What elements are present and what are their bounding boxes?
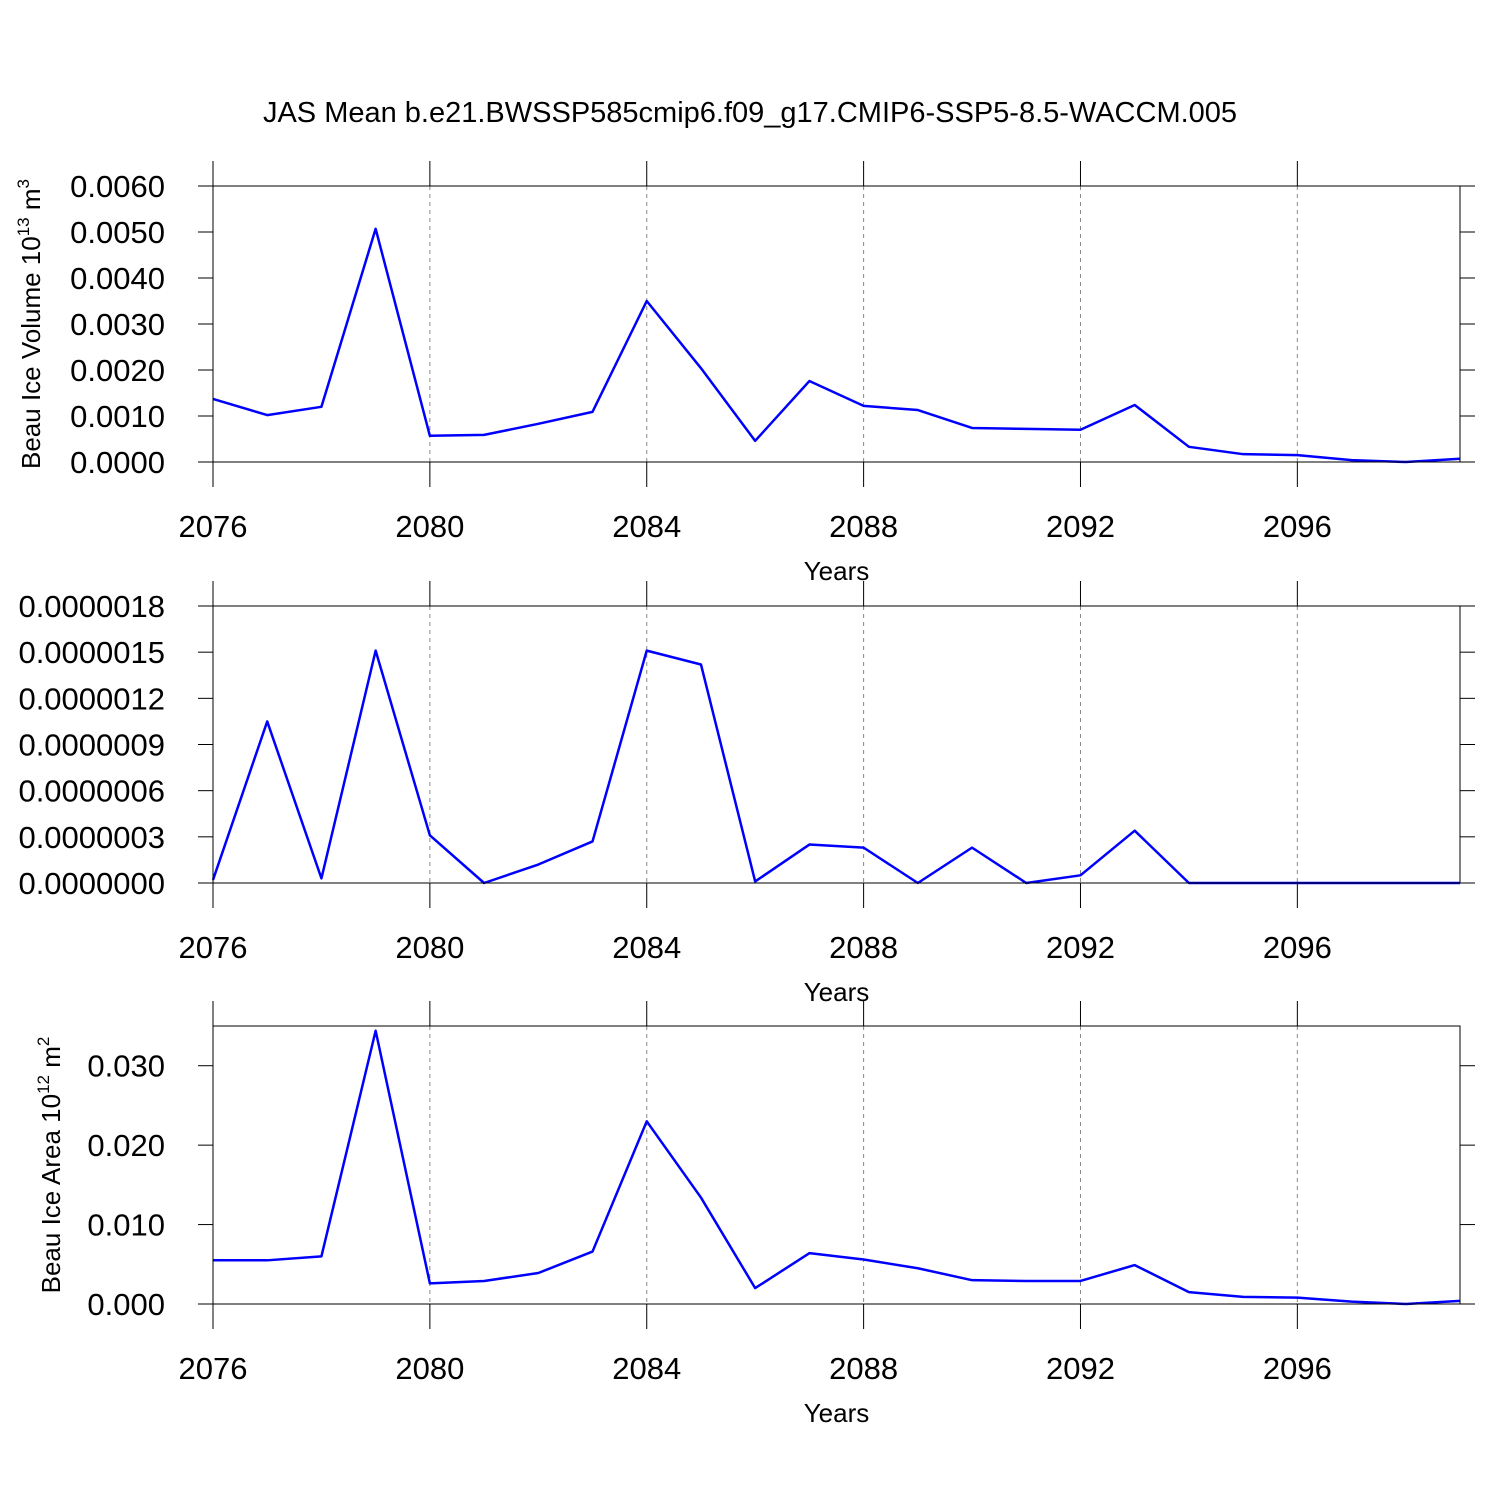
x-tick-label: 2084: [612, 1351, 681, 1386]
x-tick-label: 2080: [395, 930, 464, 965]
x-tick-label: 2076: [179, 509, 248, 544]
x-tick-label: 2076: [179, 1351, 248, 1386]
x-tick-label: 2076: [179, 930, 248, 965]
y-axis-label: Beau Ice Volume 1013 m3: [14, 179, 46, 469]
y-tick-label: 0.0030: [70, 307, 165, 342]
y-axis-label-part: Beau Ice Volume 10: [16, 236, 46, 469]
x-tick-label: 2096: [1263, 930, 1332, 965]
y-axis-label: Beau Ice Area 1012 m2: [34, 1037, 66, 1294]
x-axis-label: Years: [804, 977, 870, 1007]
y-tick-label: 0.0060: [70, 169, 165, 204]
y-tick-label: 0.0000018: [18, 589, 165, 624]
x-tick-label: 2092: [1046, 1351, 1115, 1386]
data-line: [211, 649, 1460, 885]
y-tick-label: 0.0000000: [18, 866, 165, 901]
chart-title: JAS Mean b.e21.BWSSP585cmip6.f09_g17.CMI…: [263, 97, 1237, 129]
y-axis-label-part: m: [16, 188, 46, 217]
x-tick-label: 2084: [612, 930, 681, 965]
y-axis-label-part: 12: [34, 1075, 53, 1094]
y-tick-label: 0.0000012: [18, 681, 165, 716]
plot-frame: [212, 1025, 1461, 1305]
x-tick-label: 2084: [612, 509, 681, 544]
data-line: [213, 1029, 1461, 1306]
y-tick-label: 0.0050: [70, 215, 165, 250]
y-tick-label: 0.0000009: [18, 728, 165, 763]
y-tick-label: 0.010: [87, 1208, 165, 1243]
y-axis-label-part: 3: [14, 179, 33, 188]
x-tick-label: 2096: [1263, 1351, 1332, 1386]
x-axis-label: Years: [804, 1398, 870, 1428]
x-tick-label: 2092: [1046, 930, 1115, 965]
y-tick-label: 0.0040: [70, 261, 165, 296]
x-tick-label: 2088: [829, 930, 898, 965]
y-tick-label: 0.0000003: [18, 820, 165, 855]
y-tick-label: 0.0010: [70, 399, 165, 434]
x-tick-label: 2088: [829, 509, 898, 544]
x-tick-label: 2092: [1046, 509, 1115, 544]
plot-frame: [212, 605, 1461, 884]
y-axis-label-part: Beau Ice Area 10: [36, 1094, 66, 1293]
plot-frame: [212, 185, 1461, 463]
data-line: [212, 227, 1461, 464]
y-axis-label-part: m: [36, 1046, 66, 1075]
x-tick-label: 2088: [829, 1351, 898, 1386]
x-tick-label: 2080: [395, 1351, 464, 1386]
x-axis-label: Years: [804, 556, 870, 586]
y-axis-label-part: 2: [34, 1037, 53, 1046]
y-tick-label: 0.000: [87, 1287, 165, 1322]
y-tick-label: 0.0000: [70, 445, 165, 480]
y-tick-label: 0.0000015: [18, 635, 165, 670]
y-tick-label: 0.020: [87, 1128, 165, 1163]
x-tick-label: 2096: [1263, 509, 1332, 544]
y-tick-label: 0.0020: [70, 353, 165, 388]
y-tick-label: 0.030: [87, 1049, 165, 1084]
x-tick-label: 2080: [395, 509, 464, 544]
y-axis-label-part: 13: [14, 217, 33, 236]
y-tick-label: 0.0000006: [18, 774, 165, 809]
